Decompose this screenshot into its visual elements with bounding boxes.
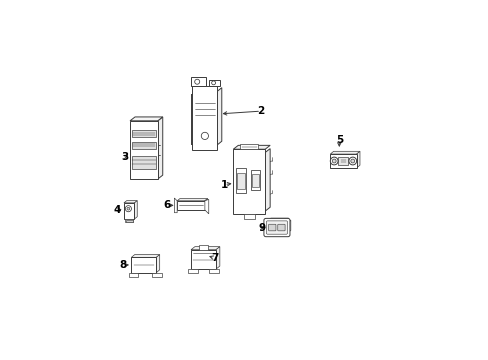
Polygon shape — [204, 199, 207, 210]
Circle shape — [211, 81, 215, 85]
Polygon shape — [208, 80, 220, 86]
Bar — [125, 220, 132, 222]
Circle shape — [125, 206, 131, 212]
Polygon shape — [191, 247, 220, 250]
Bar — [250, 170, 260, 190]
Circle shape — [348, 157, 356, 165]
Circle shape — [127, 207, 129, 210]
Bar — [235, 168, 245, 193]
Text: 3: 3 — [121, 152, 128, 162]
Polygon shape — [217, 88, 222, 145]
Polygon shape — [216, 247, 220, 269]
FancyBboxPatch shape — [277, 224, 285, 231]
Polygon shape — [174, 198, 177, 213]
Circle shape — [194, 79, 199, 84]
Text: 6: 6 — [163, 201, 170, 210]
Bar — [177, 201, 204, 210]
Polygon shape — [130, 117, 163, 121]
Text: 4: 4 — [113, 204, 121, 215]
Polygon shape — [129, 273, 138, 277]
Polygon shape — [125, 219, 133, 222]
Polygon shape — [152, 273, 162, 277]
Bar — [191, 250, 216, 269]
Bar — [338, 157, 348, 165]
FancyBboxPatch shape — [268, 224, 275, 231]
Polygon shape — [131, 255, 160, 257]
Bar — [329, 154, 356, 168]
Polygon shape — [134, 201, 137, 219]
Polygon shape — [187, 269, 198, 273]
Circle shape — [331, 159, 335, 163]
Polygon shape — [243, 214, 254, 219]
Text: 7: 7 — [210, 253, 218, 263]
Polygon shape — [233, 145, 269, 149]
FancyBboxPatch shape — [264, 219, 289, 237]
Text: 2: 2 — [257, 106, 264, 116]
Polygon shape — [158, 117, 163, 179]
Polygon shape — [123, 201, 137, 203]
Polygon shape — [267, 218, 288, 220]
Text: 9: 9 — [258, 222, 264, 233]
Bar — [251, 174, 259, 187]
Bar — [132, 142, 155, 149]
Text: 1: 1 — [220, 180, 227, 190]
Bar — [132, 130, 155, 137]
Circle shape — [329, 157, 337, 165]
Polygon shape — [287, 220, 290, 233]
Bar — [233, 149, 264, 214]
Polygon shape — [356, 151, 359, 168]
Text: 8: 8 — [119, 260, 126, 270]
Polygon shape — [240, 144, 258, 149]
Polygon shape — [199, 245, 207, 250]
Bar — [123, 203, 134, 219]
Bar — [131, 257, 156, 273]
Polygon shape — [177, 199, 207, 201]
Polygon shape — [208, 269, 219, 273]
Circle shape — [201, 132, 208, 139]
Circle shape — [350, 159, 354, 163]
Text: 5: 5 — [335, 135, 342, 145]
Polygon shape — [264, 149, 269, 211]
FancyBboxPatch shape — [266, 221, 287, 234]
Polygon shape — [190, 77, 206, 86]
Polygon shape — [329, 151, 359, 154]
Polygon shape — [156, 255, 160, 273]
Polygon shape — [204, 199, 208, 214]
Bar — [192, 86, 217, 150]
Bar — [130, 121, 158, 179]
Bar — [131, 156, 156, 168]
Bar — [237, 173, 244, 189]
